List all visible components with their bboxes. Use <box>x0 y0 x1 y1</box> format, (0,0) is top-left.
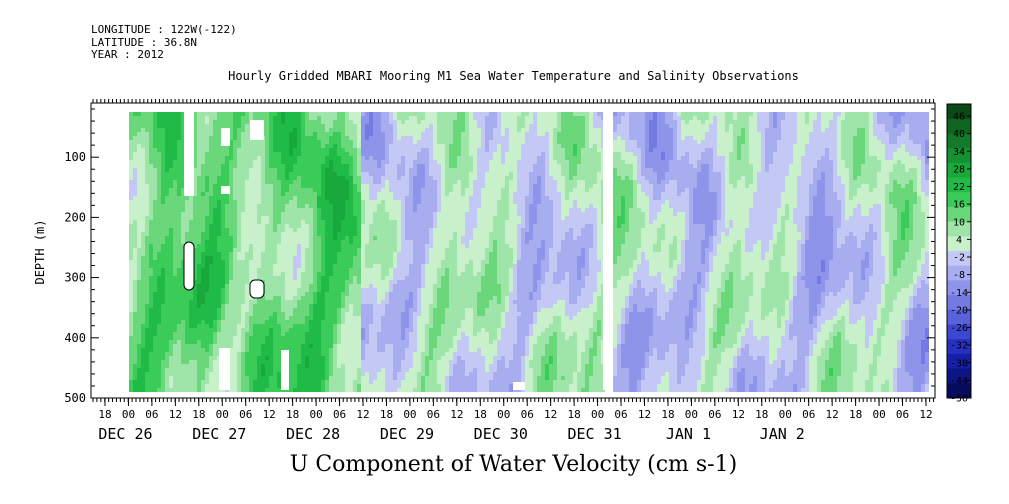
x-hour-tick-label: 18 <box>286 408 299 421</box>
x-hour-tick-label: 00 <box>497 408 510 421</box>
latitude-label: LATITUDE : 36.8N <box>91 35 197 49</box>
x-day-label: JAN 2 <box>760 425 805 443</box>
x-hour-tick-label: 06 <box>427 408 440 421</box>
x-hour-tick-label: 00 <box>591 408 604 421</box>
colorbar-frame <box>946 103 972 399</box>
x-day-label: DEC 27 <box>192 425 246 443</box>
colorbar-segment <box>947 324 971 340</box>
x-hour-tick-label: 18 <box>474 408 487 421</box>
year-label: YEAR : 2012 <box>91 48 164 61</box>
x-hour-tick-label: 00 <box>122 408 135 421</box>
colorbar-label: 46 <box>953 112 965 123</box>
colorbar-label: -20 <box>950 305 968 316</box>
colorbar-label: -2 <box>953 253 965 264</box>
x-hour-tick-label: 06 <box>896 408 909 421</box>
x-hour-tick-label: 18 <box>98 408 111 421</box>
x-hour-tick-label: 18 <box>755 408 768 421</box>
x-hour-tick-label: 06 <box>145 408 158 421</box>
colorbar-segment <box>947 309 971 325</box>
x-day-label: DEC 30 <box>474 425 528 443</box>
colorbar-segment <box>947 295 971 311</box>
y-tick-label: 300 <box>64 271 86 285</box>
colorbar-label: -14 <box>950 288 968 299</box>
x-day-label: DEC 28 <box>286 425 340 443</box>
colorbar-segment <box>947 339 971 355</box>
x-hour-tick-label: 12 <box>544 408 557 421</box>
x-hour-tick-label: 00 <box>872 408 885 421</box>
x-hour-tick-label: 00 <box>309 408 322 421</box>
colorbar-segment <box>947 148 971 164</box>
x-hour-tick-label: 18 <box>380 408 393 421</box>
colorbar-label: -8 <box>953 270 965 281</box>
x-hour-tick-label: 18 <box>849 408 862 421</box>
colorbar-segment <box>947 383 971 399</box>
x-hour-tick-label: 12 <box>263 408 276 421</box>
x-hour-tick-label: 06 <box>521 408 534 421</box>
x-hour-tick-label: 06 <box>802 408 815 421</box>
colorbar-segment <box>947 280 971 296</box>
location-metadata: LONGITUDE : 122W(-122) LATITUDE : 36.8N … <box>91 23 237 62</box>
colorbar-segment <box>947 118 971 134</box>
colorbar-segment <box>947 265 971 281</box>
y-axis-label: DEPTH (m) <box>33 219 47 284</box>
colorbar-label: 4 <box>956 235 962 246</box>
x-day-label: DEC 31 <box>568 425 622 443</box>
colorbar-segment <box>947 353 971 370</box>
colorbar-segment <box>947 192 971 208</box>
colorbar-label: -32 <box>950 341 968 352</box>
chart-title: Hourly Gridded MBARI Mooring M1 Sea Wate… <box>228 69 799 83</box>
colorbar-segment <box>947 133 971 149</box>
longitude-label: LONGITUDE : 122W(-122) <box>91 23 237 36</box>
colorbar-segment <box>947 251 971 267</box>
x-hour-tick-label: 06 <box>239 408 252 421</box>
colorbar-label: -26 <box>950 323 968 334</box>
x-hour-tick-label: 12 <box>356 408 369 421</box>
x-axis-title: U Component of Water Velocity (cm s-1) <box>289 452 738 477</box>
colorbar-label: 10 <box>953 217 965 228</box>
colorbar-segment <box>947 206 971 223</box>
x-hour-tick-label: 00 <box>403 408 416 421</box>
colorbar-label: 40 <box>953 129 965 140</box>
colorbar-segment <box>947 368 971 384</box>
colorbar-label: 16 <box>953 200 965 211</box>
x-hour-tick-label: 12 <box>826 408 839 421</box>
colorbar-label: -44 <box>950 376 968 387</box>
colorbar-segment <box>947 177 971 193</box>
y-tick-label: 400 <box>64 331 86 345</box>
x-hour-tick-label: 00 <box>216 408 229 421</box>
colorbar-segment <box>947 104 971 120</box>
x-day-label: JAN 1 <box>666 425 711 443</box>
x-hour-tick-label: 06 <box>708 408 721 421</box>
x-hour-tick-label: 12 <box>638 408 651 421</box>
colorbar-label: 34 <box>953 147 965 158</box>
x-day-label: DEC 29 <box>380 425 434 443</box>
x-hour-tick-label: 12 <box>919 408 932 421</box>
y-tick-label: 500 <box>64 391 86 405</box>
x-hour-tick-label: 18 <box>568 408 581 421</box>
x-hour-tick-label: 06 <box>614 408 627 421</box>
colorbar-segment <box>947 236 971 252</box>
x-hour-tick-label: 00 <box>779 408 792 421</box>
x-day-label: DEC 26 <box>98 425 152 443</box>
x-hour-tick-label: 00 <box>685 408 698 421</box>
y-tick-label: 100 <box>64 150 86 164</box>
colorbar-segment <box>947 162 971 178</box>
x-hour-tick-label: 12 <box>732 408 745 421</box>
x-hour-tick-label: 18 <box>192 408 205 421</box>
colorbar-label: -50 <box>950 394 968 405</box>
heatmap-field <box>129 112 929 392</box>
colorbar-label: 28 <box>953 164 965 175</box>
x-hour-tick-label: 18 <box>661 408 674 421</box>
y-tick-label: 200 <box>64 210 86 224</box>
x-hour-tick-label: 12 <box>450 408 463 421</box>
colorbar-segment <box>947 221 971 237</box>
colorbar-label: -38 <box>950 358 968 369</box>
x-hour-tick-label: 06 <box>333 408 346 421</box>
colorbar-label: 22 <box>953 182 965 193</box>
plot-frame <box>90 102 936 399</box>
x-hour-tick-label: 12 <box>169 408 182 421</box>
